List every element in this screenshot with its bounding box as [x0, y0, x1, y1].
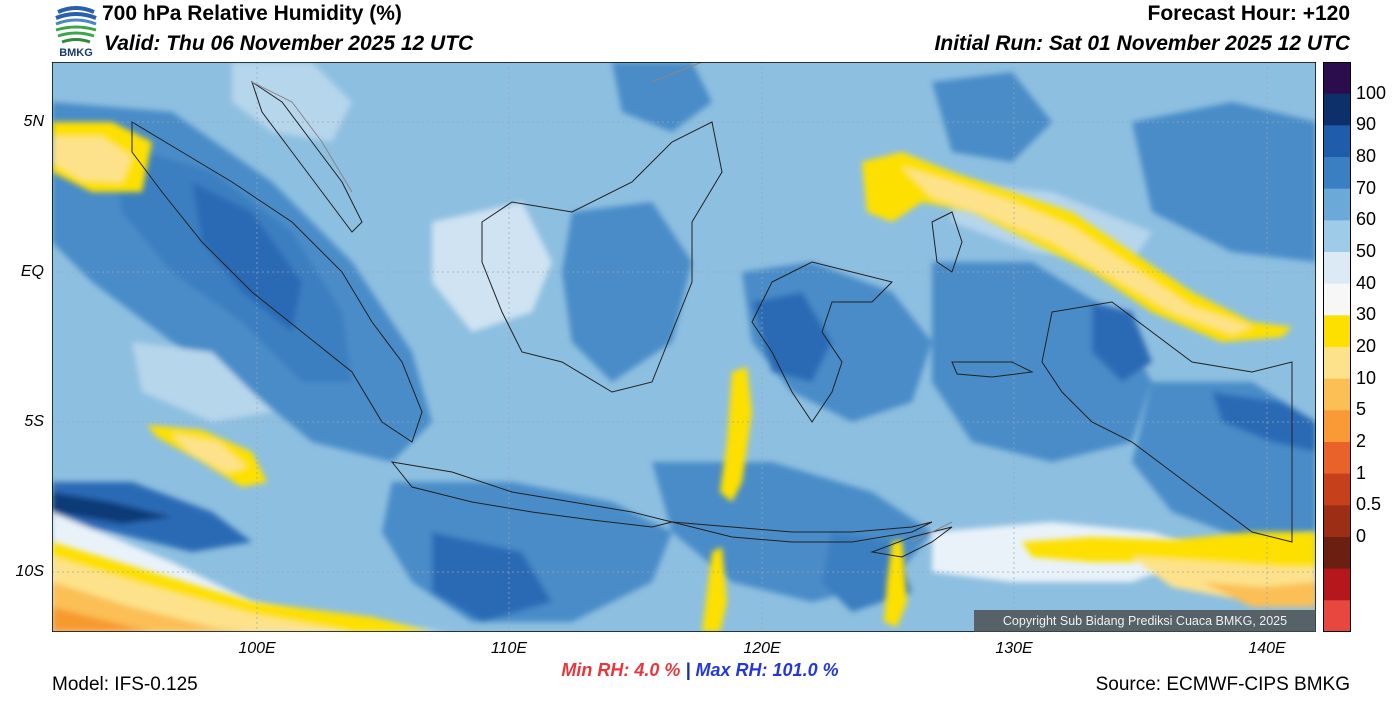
logo-text: BMKG — [59, 47, 93, 59]
lat-label-10s: 10S — [15, 563, 44, 580]
colorbar-label: 80 — [1356, 146, 1377, 166]
max-rh-value: 101.0 % — [772, 660, 839, 680]
colorbar-swatch — [1323, 220, 1351, 253]
colorbar-label: 30 — [1356, 304, 1377, 325]
papua-outline — [1041, 301, 1293, 543]
halmahera-outline — [931, 211, 963, 273]
forecast-hour: Forecast Hour: +120 — [1147, 2, 1351, 25]
borneo-outline — [481, 121, 723, 393]
lat-label-eq: EQ — [20, 263, 44, 280]
colorbar-swatch — [1323, 283, 1351, 316]
colorbar-swatch — [1323, 157, 1351, 190]
lon-label-100e: 100E — [238, 640, 276, 657]
colorbar-swatch — [1323, 252, 1351, 285]
colorbar-label: 70 — [1356, 177, 1377, 198]
colorbar-swatch — [1323, 188, 1351, 221]
valid-time: Valid: Thu 06 November 2025 12 UTC — [104, 32, 474, 55]
colorbar-swatch — [1323, 410, 1351, 443]
colorbar-label: 50 — [1356, 241, 1377, 261]
colorbar-swatch — [1323, 93, 1351, 126]
lat-label-5n: 5N — [23, 113, 44, 130]
colorbar-label: 1 — [1356, 462, 1367, 483]
colorbar-swatch — [1323, 315, 1351, 348]
colorbar-label: 10 — [1356, 367, 1377, 388]
colorbar-label: 2 — [1356, 431, 1367, 451]
colorbar — [1323, 62, 1351, 632]
lon-label-120e: 120E — [743, 640, 781, 657]
colorbar-swatch — [1323, 442, 1351, 475]
colorbar-label: 0.5 — [1356, 494, 1382, 515]
colorbar-label: 20 — [1356, 336, 1377, 356]
seram-outline — [951, 361, 1034, 378]
colorbar-swatch — [1323, 473, 1351, 506]
source-label: Source: ECMWF-CIPS BMKG — [1095, 674, 1350, 695]
colorbar-label: 40 — [1356, 272, 1377, 293]
chart-title: 700 hPa Relative Humidity (%) — [102, 2, 402, 25]
min-max-rh: Min RH: 4.0 % | Max RH: 101.0 % — [0, 660, 1400, 681]
min-rh-value: 4.0 % — [634, 660, 681, 680]
sumatra-outline — [131, 121, 423, 443]
copyright-label: Copyright Sub Bidang Prediksi Cuaca BMKG… — [974, 610, 1316, 632]
timor-outline — [870, 526, 953, 558]
colorbar-swatch — [1323, 505, 1351, 538]
malay-peninsula-outline — [251, 80, 363, 233]
colorbar-swatch — [1323, 378, 1351, 411]
colorbar-label: 5 — [1356, 399, 1367, 420]
colorbar-swatch — [1323, 125, 1351, 158]
min-rh-label: Min RH: — [561, 660, 630, 680]
colorbar-swatch — [1323, 568, 1351, 601]
lesser-sunda-outline — [671, 521, 933, 543]
colorbar-label: 0 — [1356, 526, 1367, 546]
colorbar-label: 100 — [1356, 82, 1387, 103]
model-label: Model: IFS-0.125 — [52, 674, 198, 695]
colorbar-label: 90 — [1356, 114, 1377, 135]
initial-run: Initial Run: Sat 01 November 2025 12 UTC — [934, 32, 1350, 55]
java-outline — [390, 461, 673, 528]
minmax-separator: | — [685, 660, 691, 680]
colorbar-swatch — [1323, 600, 1351, 632]
colorbar-swatch — [1323, 537, 1351, 570]
colorbar-label: 60 — [1356, 209, 1377, 230]
lat-label-5s: 5S — [24, 413, 44, 430]
sulawesi-outline — [751, 261, 893, 423]
max-rh-label: Max RH: — [695, 660, 768, 680]
lon-label-140e: 140E — [1248, 640, 1286, 657]
humidity-map — [52, 62, 1316, 632]
colorbar-swatch — [1323, 62, 1351, 95]
lon-label-110e: 110E — [490, 640, 528, 657]
bmkg-logo — [55, 2, 97, 44]
lon-label-130e: 130E — [995, 640, 1033, 657]
colorbar-swatch — [1323, 347, 1351, 380]
